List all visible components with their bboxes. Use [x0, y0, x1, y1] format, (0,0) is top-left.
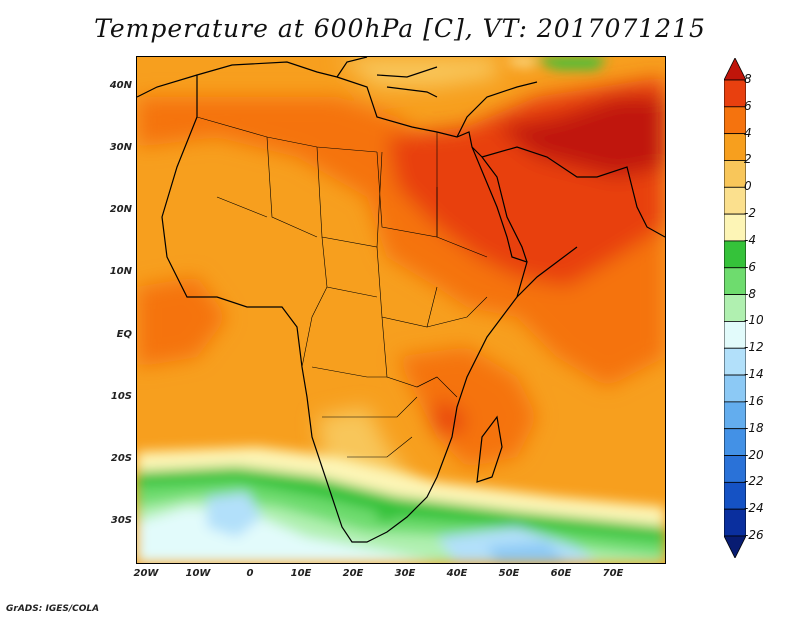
colorbar-swatch: [724, 481, 746, 510]
colorbar-tick-label: -2: [744, 206, 756, 221]
field-minus2-0: [507, 57, 537, 67]
lat-label-20s: 20S: [110, 453, 132, 464]
field-minus16-minus14: [487, 542, 567, 563]
colorbar-tick-label: -6: [744, 259, 756, 274]
colorbar-swatch: [724, 294, 746, 322]
lon-label-0: 0: [246, 568, 254, 579]
lon-label-10w: 10W: [185, 568, 211, 579]
lat-label-eq: EQ: [116, 329, 132, 340]
field-4-6: [397, 347, 537, 467]
colorbar-top-arrow: [724, 58, 746, 81]
grads-credit: GrADS: IGES/COLA: [6, 604, 100, 614]
lat-label-20n: 20N: [109, 204, 132, 215]
country-borders: [196, 116, 488, 458]
field-minus6-minus4: [375, 505, 399, 523]
lat-label-10s: 10S: [110, 391, 132, 402]
plot-title: Temperature at 600hPa [C], VT: 201707121…: [94, 14, 706, 43]
lat-label-40n: 40N: [109, 80, 132, 91]
lon-label-40e: 40E: [446, 568, 468, 579]
colorbar-swatch: [724, 401, 746, 430]
colorbar: [724, 58, 746, 558]
colorbar-tick-label: 2: [744, 152, 752, 167]
colorbar-swatch: [724, 455, 746, 483]
colorbar-tick-label: -12: [744, 340, 764, 355]
colorbar-tick-label: -26: [744, 528, 764, 542]
lat-label-10n: 10N: [109, 266, 132, 277]
lon-label-70e: 70E: [602, 568, 624, 579]
field-6-8: [432, 397, 467, 437]
field-minus14-minus12: [207, 492, 262, 537]
temperature-map: [136, 56, 666, 564]
field-minus6-minus4: [343, 487, 355, 499]
lon-label-10e: 10E: [290, 568, 312, 579]
field-8-plus: [497, 97, 665, 177]
colorbar-swatch: [724, 321, 746, 349]
colorbar-swatch: [724, 508, 746, 537]
colorbar-swatch: [724, 79, 746, 108]
colorbar-swatch: [724, 213, 746, 242]
temperature-field: [137, 57, 665, 563]
colorbar-tick-label: -16: [744, 393, 764, 408]
colorbar-tick-label: -14: [744, 367, 764, 382]
colorbar-tick-label: -10: [744, 313, 764, 328]
colorbar-swatch: [724, 106, 746, 135]
lon-label-20e: 20E: [342, 568, 364, 579]
colorbar-tick-label: -22: [744, 474, 764, 489]
colorbar-swatch: [724, 428, 746, 456]
field-4-6: [137, 277, 227, 367]
colorbar-tick-label: -24: [744, 501, 764, 516]
colorbar-swatch: [724, 374, 746, 403]
coastlines: [137, 57, 665, 543]
field-0-2: [337, 57, 497, 87]
field-minus4-minus2: [137, 447, 665, 527]
colorbar-tick-label: 8: [744, 72, 752, 86]
lat-label-30s: 30S: [110, 515, 132, 526]
lat-label-30n: 30N: [109, 142, 132, 153]
colorbar-swatch: [724, 133, 746, 161]
colorbar-tick-label: 0: [744, 179, 752, 194]
colorbar-bottom-arrow: [724, 535, 746, 558]
lon-label-20w: 20W: [133, 568, 159, 579]
colorbar-tick-label: -20: [744, 447, 764, 462]
colorbar-tick-label: -4: [744, 232, 756, 247]
colorbar-swatch: [724, 347, 746, 376]
colorbar-swatch: [724, 160, 746, 188]
lon-label-30e: 30E: [394, 568, 416, 579]
lon-label-50e: 50E: [498, 568, 520, 579]
colorbar-swatch: [724, 267, 746, 295]
colorbar-tick-label: -18: [744, 420, 764, 435]
colorbar-swatch: [724, 186, 746, 215]
colorbar-tick-label: 4: [744, 125, 752, 140]
field-minus6-minus4: [527, 57, 607, 69]
lon-label-60e: 60E: [550, 568, 572, 579]
colorbar-swatch: [724, 240, 746, 269]
colorbar-tick-label: 6: [744, 98, 752, 113]
colorbar-tick-label: -8: [744, 286, 756, 301]
